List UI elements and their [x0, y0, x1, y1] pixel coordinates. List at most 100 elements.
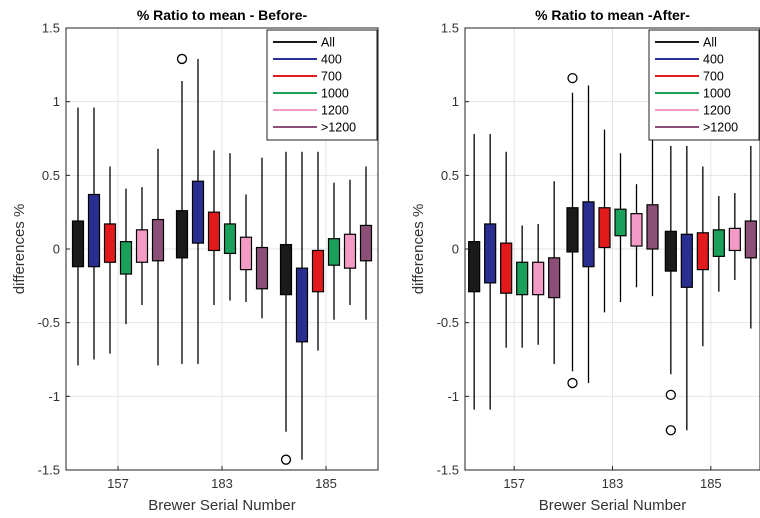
y-tick-label: 0.5 — [42, 168, 60, 183]
outlier-point — [567, 377, 578, 389]
outlier-point — [665, 425, 676, 436]
x-tick-label: 183 — [602, 476, 624, 491]
legend-label: 1200 — [703, 104, 731, 118]
box — [103, 223, 117, 263]
box — [532, 261, 545, 296]
x-axis-label: Brewer Serial Number — [148, 497, 296, 514]
box — [696, 232, 709, 271]
x-tick-label: 183 — [211, 476, 233, 491]
box — [566, 207, 579, 253]
box — [664, 230, 677, 272]
box-1200-183 — [239, 194, 253, 303]
outlier-point — [176, 53, 188, 65]
x-tick-label: 157 — [107, 476, 129, 491]
y-tick-label: -1 — [48, 389, 60, 404]
outlier-point — [567, 72, 578, 84]
box — [630, 213, 643, 247]
box — [279, 243, 293, 296]
box-400-183 — [191, 58, 205, 364]
legend-label: >1200 — [321, 121, 356, 135]
box — [744, 220, 757, 259]
y-axis-label: differences % — [11, 204, 28, 295]
y-tick-label: -0.5 — [38, 315, 60, 330]
box — [327, 238, 341, 266]
box — [712, 229, 725, 257]
y-tick-label: 1.5 — [42, 21, 60, 36]
box — [614, 208, 627, 237]
box->1200-185 — [359, 166, 373, 320]
legend-label: All — [703, 36, 717, 50]
box-1000-157 — [516, 225, 529, 348]
box — [71, 220, 85, 268]
y-tick-label: 0 — [53, 242, 60, 257]
chart-title: % Ratio to mean - Before- — [137, 7, 308, 23]
box-700-183 — [598, 129, 611, 313]
box-1200-185 — [728, 193, 741, 280]
x-tick-label: 185 — [700, 476, 722, 491]
box-1000-183 — [223, 153, 237, 301]
box->1200-157 — [548, 181, 561, 364]
legend-label: 1200 — [321, 104, 349, 118]
box — [516, 261, 529, 296]
box — [680, 233, 693, 288]
box — [223, 223, 237, 255]
box-700-185 — [696, 166, 709, 347]
box-All-183 — [566, 72, 579, 389]
legend-label: 1000 — [321, 87, 349, 101]
box-400-183 — [582, 85, 595, 384]
box-700-183 — [207, 150, 221, 305]
box — [151, 218, 165, 262]
legend-box — [648, 29, 760, 141]
box-All-157 — [71, 107, 85, 366]
box — [582, 201, 595, 268]
y-tick-label: 1.5 — [441, 21, 459, 36]
legend: All 400 700 1000 1200 >1200 — [648, 29, 760, 141]
y-tick-label: 0.5 — [441, 168, 459, 183]
box — [191, 180, 205, 244]
box — [239, 236, 253, 271]
box-400-157 — [87, 107, 101, 360]
box-700-185 — [311, 151, 325, 351]
y-tick-label: -1 — [447, 389, 459, 404]
box->1200-157 — [151, 148, 165, 366]
y-axis-label: differences % — [410, 204, 427, 295]
y-tick-label: -1.5 — [437, 463, 459, 478]
box — [646, 204, 659, 250]
chart-title: % Ratio to mean -After- — [535, 7, 690, 23]
outlier-point — [665, 389, 676, 401]
legend-label: >1200 — [703, 121, 738, 135]
box — [255, 246, 269, 290]
legend-box — [266, 29, 378, 141]
box-All-157 — [468, 134, 481, 410]
legend-label: 400 — [321, 53, 342, 67]
box — [311, 249, 325, 293]
y-tick-label: 1 — [53, 94, 60, 109]
box-1200-157 — [532, 223, 545, 345]
box-400-157 — [484, 134, 497, 410]
box — [484, 223, 497, 284]
legend-label: 700 — [703, 70, 724, 84]
y-tick-label: -1.5 — [38, 463, 60, 478]
outlier-point — [280, 454, 292, 465]
box-400-185 — [295, 151, 309, 460]
legend-label: 700 — [321, 70, 342, 84]
box — [548, 257, 561, 299]
box-400-185 — [680, 145, 693, 431]
box-1200-185 — [343, 179, 357, 305]
y-tick-label: -0.5 — [437, 315, 459, 330]
box-All-185 — [279, 151, 293, 465]
box — [468, 241, 481, 293]
box — [295, 267, 309, 343]
box — [500, 242, 513, 294]
box-All-183 — [175, 53, 189, 364]
box-1000-183 — [614, 153, 627, 303]
box — [87, 193, 101, 268]
box->1200-183 — [255, 157, 269, 319]
box-1200-157 — [135, 187, 149, 305]
box->1200-185 — [744, 145, 757, 329]
y-tick-label: 0 — [452, 242, 459, 257]
box — [359, 224, 373, 262]
legend: All 400 700 1000 1200 >1200 — [266, 29, 378, 141]
legend-label: All — [321, 36, 335, 50]
